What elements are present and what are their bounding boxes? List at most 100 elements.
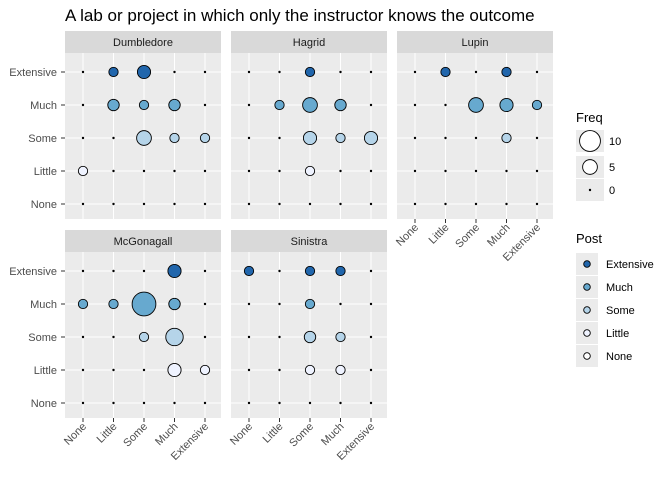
- zero-point: [413, 169, 417, 173]
- zero-point: [278, 368, 281, 372]
- chart-title: A lab or project in which only the instr…: [65, 6, 535, 25]
- y-tick-label: Much: [30, 299, 57, 311]
- x-tick-label: Some: [453, 222, 482, 251]
- zero-point: [173, 70, 176, 74]
- zero-point: [203, 302, 207, 306]
- zero-point: [142, 169, 146, 173]
- zero-point: [535, 169, 539, 173]
- data-point: [243, 265, 255, 277]
- zero-point: [339, 302, 342, 306]
- legend-fill-label: None: [606, 351, 632, 363]
- x-tick-label: Much: [485, 222, 513, 250]
- zero-point: [112, 169, 115, 173]
- zero-point: [369, 202, 373, 206]
- data-point: [304, 298, 316, 310]
- legend-fill-key: [583, 352, 591, 360]
- panel-strip: [65, 230, 221, 252]
- zero-point: [535, 70, 539, 74]
- data-point: [169, 132, 180, 144]
- legend-fill-key: [583, 306, 591, 314]
- zero-point: [413, 136, 417, 140]
- zero-point: [278, 202, 281, 206]
- data-point: [274, 99, 285, 111]
- panel-strip-label: Dumbledore: [113, 37, 173, 49]
- data-point: [531, 99, 543, 111]
- zero-point: [173, 202, 176, 206]
- zero-point: [308, 202, 312, 206]
- data-point: [304, 364, 316, 376]
- data-point: [168, 98, 181, 112]
- zero-point: [278, 302, 281, 306]
- zero-point: [413, 70, 417, 74]
- data-point: [335, 331, 346, 343]
- zero-point: [308, 401, 312, 405]
- legend-fill-label: Much: [606, 282, 633, 294]
- zero-point: [173, 169, 176, 173]
- y-tick-label: None: [31, 398, 57, 410]
- zero-point: [369, 335, 373, 339]
- panel-mcgonagall: McGonagallNoneLittleSomeMuchExtensiveNon…: [9, 230, 221, 463]
- zero-point: [369, 269, 373, 273]
- zero-point: [247, 368, 251, 372]
- zero-point: [203, 269, 207, 273]
- zero-point: [112, 136, 115, 140]
- x-tick-label: None: [394, 222, 421, 249]
- zero-point: [278, 269, 281, 273]
- legend: Freq 10 5 0 Post Extensive Much Some Little None: [576, 110, 654, 367]
- zero-point: [81, 136, 85, 140]
- legend-size-key: [579, 130, 601, 152]
- data-point: [108, 66, 119, 78]
- data-point: [199, 132, 211, 144]
- zero-point: [203, 70, 207, 74]
- zero-point: [203, 401, 207, 405]
- zero-point: [173, 401, 176, 405]
- zero-point: [535, 136, 539, 140]
- zero-point: [112, 202, 115, 206]
- y-tick-label: Little: [34, 166, 57, 178]
- data-point: [304, 265, 316, 277]
- zero-point: [112, 335, 115, 339]
- x-tick-label: Some: [121, 421, 150, 450]
- zero-point: [444, 136, 447, 140]
- legend-size-label: 5: [609, 162, 615, 174]
- y-tick-label: None: [31, 199, 57, 211]
- zero-point: [81, 335, 85, 339]
- y-tick-label: Some: [28, 332, 57, 344]
- zero-point: [369, 401, 373, 405]
- zero-point: [413, 103, 417, 107]
- zero-point: [81, 70, 85, 74]
- zero-point: [278, 136, 281, 140]
- data-point: [108, 298, 119, 310]
- zero-point: [142, 269, 146, 273]
- zero-point: [247, 335, 251, 339]
- zero-point: [413, 202, 417, 206]
- data-point: [136, 130, 152, 146]
- legend-fill-label: Extensive: [606, 259, 654, 271]
- legend-size-label: 10: [609, 136, 621, 148]
- x-tick-label: Some: [287, 421, 316, 450]
- x-tick-label: None: [62, 421, 89, 448]
- zero-point: [203, 335, 207, 339]
- x-tick-label: Little: [95, 421, 120, 446]
- panel-strip: [65, 31, 221, 53]
- zero-point: [142, 202, 146, 206]
- zero-point: [247, 136, 251, 140]
- panel-strip-label: Lupin: [462, 37, 489, 49]
- data-point: [440, 66, 451, 78]
- y-tick-label: Much: [30, 100, 57, 112]
- y-tick-label: Extensive: [9, 266, 57, 278]
- zero-point: [369, 169, 373, 173]
- data-point: [499, 97, 514, 113]
- zero-point: [474, 202, 478, 206]
- zero-point: [339, 169, 342, 173]
- zero-point: [81, 202, 85, 206]
- data-point: [138, 331, 150, 343]
- zero-point: [203, 202, 207, 206]
- zero-point: [505, 169, 508, 173]
- zero-point: [203, 103, 207, 107]
- zero-point: [444, 169, 447, 173]
- x-tick-label: Little: [427, 222, 452, 247]
- zero-point: [535, 202, 539, 206]
